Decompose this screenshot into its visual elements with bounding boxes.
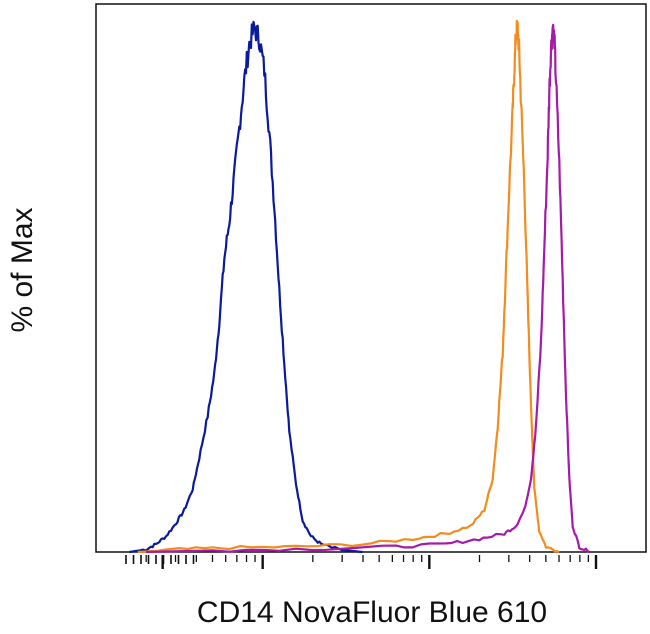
plot-area (95, 3, 647, 569)
series-line-2 (137, 19, 560, 554)
y-axis-label: % of Max (6, 207, 39, 332)
series-line-3 (145, 23, 590, 554)
x-axis-label: CD14 NovaFluor Blue 610 (197, 596, 547, 629)
plot-frame (95, 3, 647, 553)
series-line-1 (129, 20, 363, 554)
